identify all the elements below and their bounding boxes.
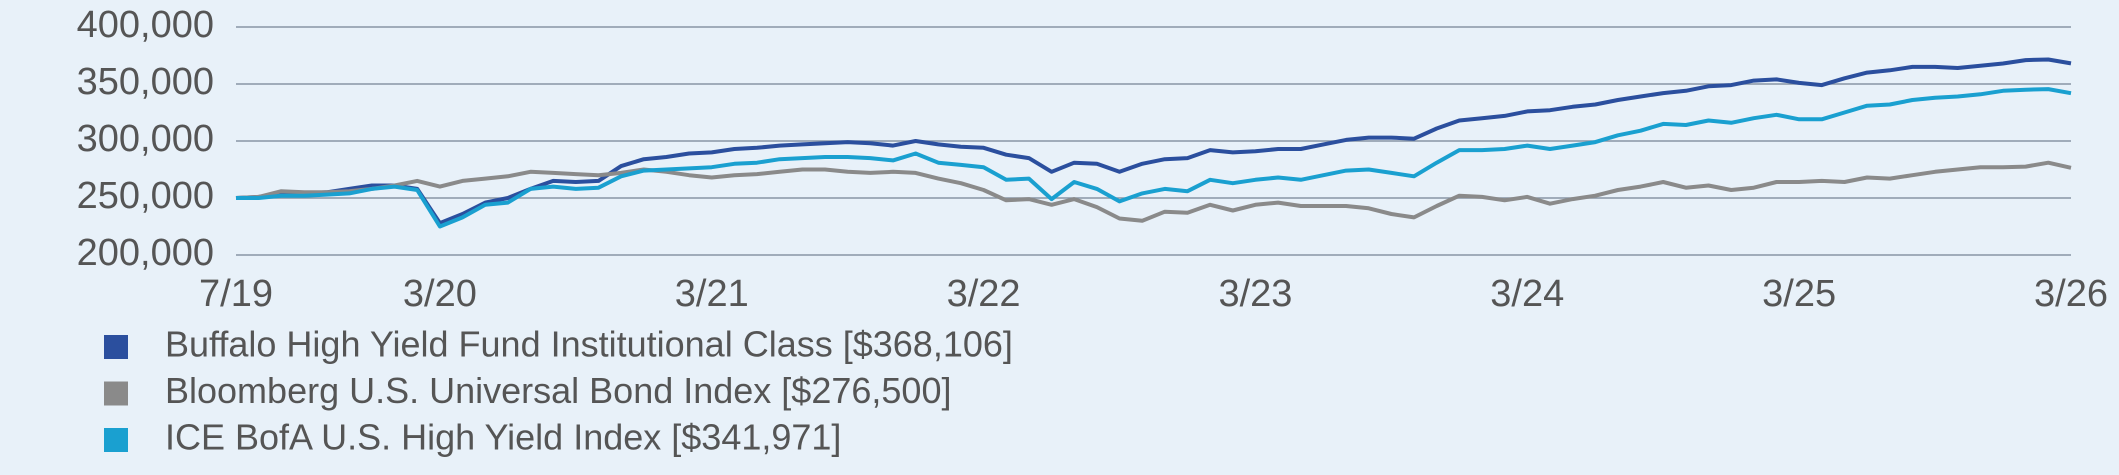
legend-swatch: [104, 335, 128, 359]
series-line: [235, 57, 2072, 226]
x-tick-label: 7/19: [199, 273, 273, 315]
x-tick-label: 3/24: [1490, 273, 1564, 315]
series-line: [236, 87, 2072, 229]
legend-swatch: [104, 381, 128, 406]
y-tick-label: 300,000: [77, 118, 214, 160]
series-line: [235, 160, 2072, 223]
x-tick-label: 3/23: [1218, 273, 1292, 315]
legend-swatch: [104, 428, 128, 452]
x-tick-label: 3/22: [947, 273, 1021, 315]
legend-label: Buffalo High Yield Fund Institutional Cl…: [165, 324, 1013, 365]
x-tick-label: 3/25: [1762, 273, 1836, 315]
x-tick-label: 3/21: [675, 273, 749, 315]
x-tick-label: 3/20: [403, 273, 477, 315]
y-tick-label: 250,000: [77, 175, 214, 217]
y-tick-label: 200,000: [77, 232, 214, 274]
legend-label: ICE BofA U.S. High Yield Index [$341,971…: [165, 417, 841, 458]
y-tick-label: 400,000: [77, 4, 214, 46]
y-tick-label: 350,000: [77, 61, 214, 103]
legend-label: Bloomberg U.S. Universal Bond Index [$27…: [165, 370, 951, 411]
x-tick-label: 3/26: [2034, 273, 2108, 315]
